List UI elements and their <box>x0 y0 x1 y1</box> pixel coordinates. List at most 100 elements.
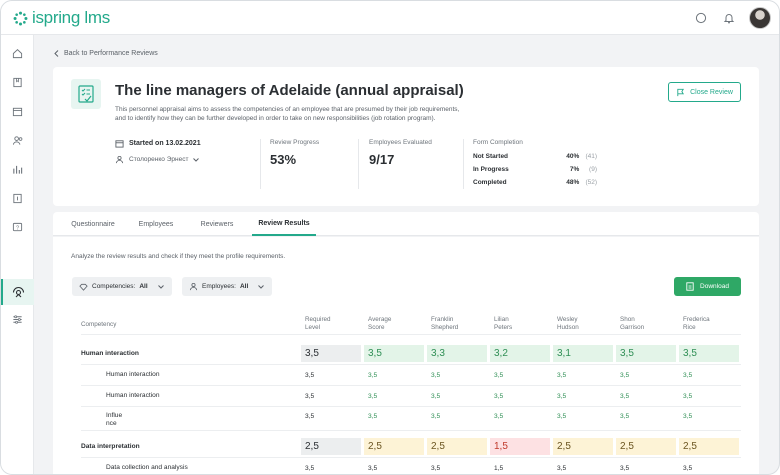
top-bar: ispring lms <box>1 1 779 35</box>
user-icon <box>189 282 198 291</box>
table-cell: 3,5 <box>557 412 567 420</box>
table-cell: 3,5 <box>368 371 378 379</box>
chart-icon[interactable] <box>1 156 34 182</box>
competency-group-name[interactable]: Human interaction <box>81 350 139 357</box>
table-cell: 3,5 <box>557 392 567 400</box>
settings-icon[interactable] <box>1 306 34 332</box>
logo[interactable]: ispring lms <box>13 8 110 28</box>
back-link[interactable]: Back to Performance Reviews <box>54 50 158 57</box>
column-header-employee[interactable]: Wesley Hudson <box>557 316 579 332</box>
employees-filter-value: All <box>239 283 249 290</box>
row-divider <box>81 430 741 431</box>
competencies-filter-value: All <box>139 283 148 290</box>
table-cell: 2,5 <box>679 438 739 455</box>
tab-questionnaire[interactable]: Questionnaire <box>71 220 115 228</box>
results-hint: Analyze the review results and check if … <box>71 253 286 260</box>
completion-row-pct: 40% <box>566 153 580 160</box>
table-cell: 2,5 <box>616 438 676 455</box>
employees-filter-label: Employees: <box>202 283 236 290</box>
table-cell: 3,5 <box>683 371 693 379</box>
table-cell: 3,5 <box>494 392 504 400</box>
table-cell: 3,5 <box>620 392 630 400</box>
row-divider <box>81 364 741 365</box>
document-icon[interactable] <box>1 185 34 211</box>
owner-name: Столоренко Эрнест <box>129 156 189 163</box>
competency-name: Influe nce <box>106 412 122 428</box>
user-icon <box>115 155 124 164</box>
home-icon[interactable] <box>1 40 34 66</box>
table-cell: 3,5 <box>368 392 378 400</box>
table-cell: 3,5 <box>431 371 441 379</box>
table-cell: 3,1 <box>553 345 613 362</box>
column-header-required[interactable]: Required Level <box>305 316 331 332</box>
table-cell: 3,5 <box>620 464 630 472</box>
chevron-down-icon <box>258 284 265 289</box>
competency-group-name[interactable]: Data interpretation <box>81 443 140 450</box>
table-cell: 3,5 <box>305 412 315 420</box>
column-header-employee[interactable]: Lilian Peters <box>494 316 512 332</box>
evaluated-value: 9/17 <box>369 152 395 167</box>
table-cell: 3,3 <box>427 345 487 362</box>
users-icon[interactable] <box>1 127 34 153</box>
owner-selector[interactable]: Столоренко Эрнест <box>115 155 200 164</box>
column-header-line: Shepherd <box>431 324 459 331</box>
competencies-filter-label: Competencies: <box>92 283 136 290</box>
completion-row-count: (9) <box>589 166 597 173</box>
page-title: The line managers of Adelaide (annual ap… <box>115 82 464 99</box>
column-header-line: Shon <box>620 316 635 323</box>
table-cell: 3,2 <box>490 345 550 362</box>
column-header-line: Score <box>368 324 385 331</box>
column-header-employee[interactable]: Frederica Rice <box>683 316 710 332</box>
table-cell: 3,5 <box>494 371 504 379</box>
column-header-employee[interactable]: Franklin Shepherd <box>431 316 458 332</box>
chevron-down-icon <box>157 284 164 289</box>
row-divider <box>81 385 741 386</box>
completion-row-pct: 48% <box>566 179 580 186</box>
progress-label: Review Progress <box>270 139 320 146</box>
table-cell: 3,5 <box>616 345 676 362</box>
table-cell: 3,5 <box>368 464 378 472</box>
competencies-filter[interactable]: Competencies: All <box>72 277 172 296</box>
competency-name-line: Influe <box>106 412 123 419</box>
table-cell: 3,5 <box>557 371 567 379</box>
start-date-label: Started on 13.02.2021 <box>129 140 201 147</box>
table-cell: 1,5 <box>494 464 504 472</box>
column-header-line: Peters <box>494 324 513 331</box>
bell-icon[interactable] <box>721 10 737 26</box>
tab-employees[interactable]: Employees <box>138 220 174 228</box>
close-review-button[interactable]: Close Review <box>668 82 741 102</box>
column-header-employee[interactable]: Shon Garrison <box>620 316 644 332</box>
table-cell: 3,5 <box>620 412 630 420</box>
back-link-label: Back to Performance Reviews <box>64 50 158 57</box>
table-cell: 3,5 <box>494 412 504 420</box>
employees-filter[interactable]: Employees: All <box>182 277 272 296</box>
sidebar: ? <box>1 35 34 474</box>
download-button[interactable]: Download <box>674 277 741 296</box>
completion-row-label: Completed <box>473 179 507 186</box>
column-header-average[interactable]: Average Score <box>368 316 391 332</box>
calendar-icon[interactable] <box>1 98 34 124</box>
divider <box>358 139 359 189</box>
table-cell: 3,5 <box>431 412 441 420</box>
table-cell: 3,5 <box>679 345 739 362</box>
checklist-icon <box>71 79 101 109</box>
download-label: Download <box>700 283 729 290</box>
table-cell: 3,5 <box>620 371 630 379</box>
table-cell: 2,5 <box>553 438 613 455</box>
question-icon[interactable]: ? <box>1 214 34 240</box>
table-cell: 3,5 <box>683 412 693 420</box>
completion-row-label: Not Started <box>473 153 509 160</box>
tab-reviewers[interactable]: Reviewers <box>200 220 234 228</box>
chat-icon[interactable] <box>693 10 709 26</box>
completion-row: Completed 48% (52) <box>473 179 597 186</box>
table-cell: 3,5 <box>557 464 567 472</box>
reviews-icon[interactable] <box>1 279 34 305</box>
column-header-line: Hudson <box>557 324 579 331</box>
avatar[interactable] <box>749 7 771 29</box>
column-header-line: Lilian <box>494 316 509 323</box>
table-cell: 3,5 <box>305 392 315 400</box>
book-icon[interactable] <box>1 69 34 95</box>
tab-review-results[interactable]: Review Results <box>252 212 316 236</box>
flag-icon <box>677 88 685 96</box>
